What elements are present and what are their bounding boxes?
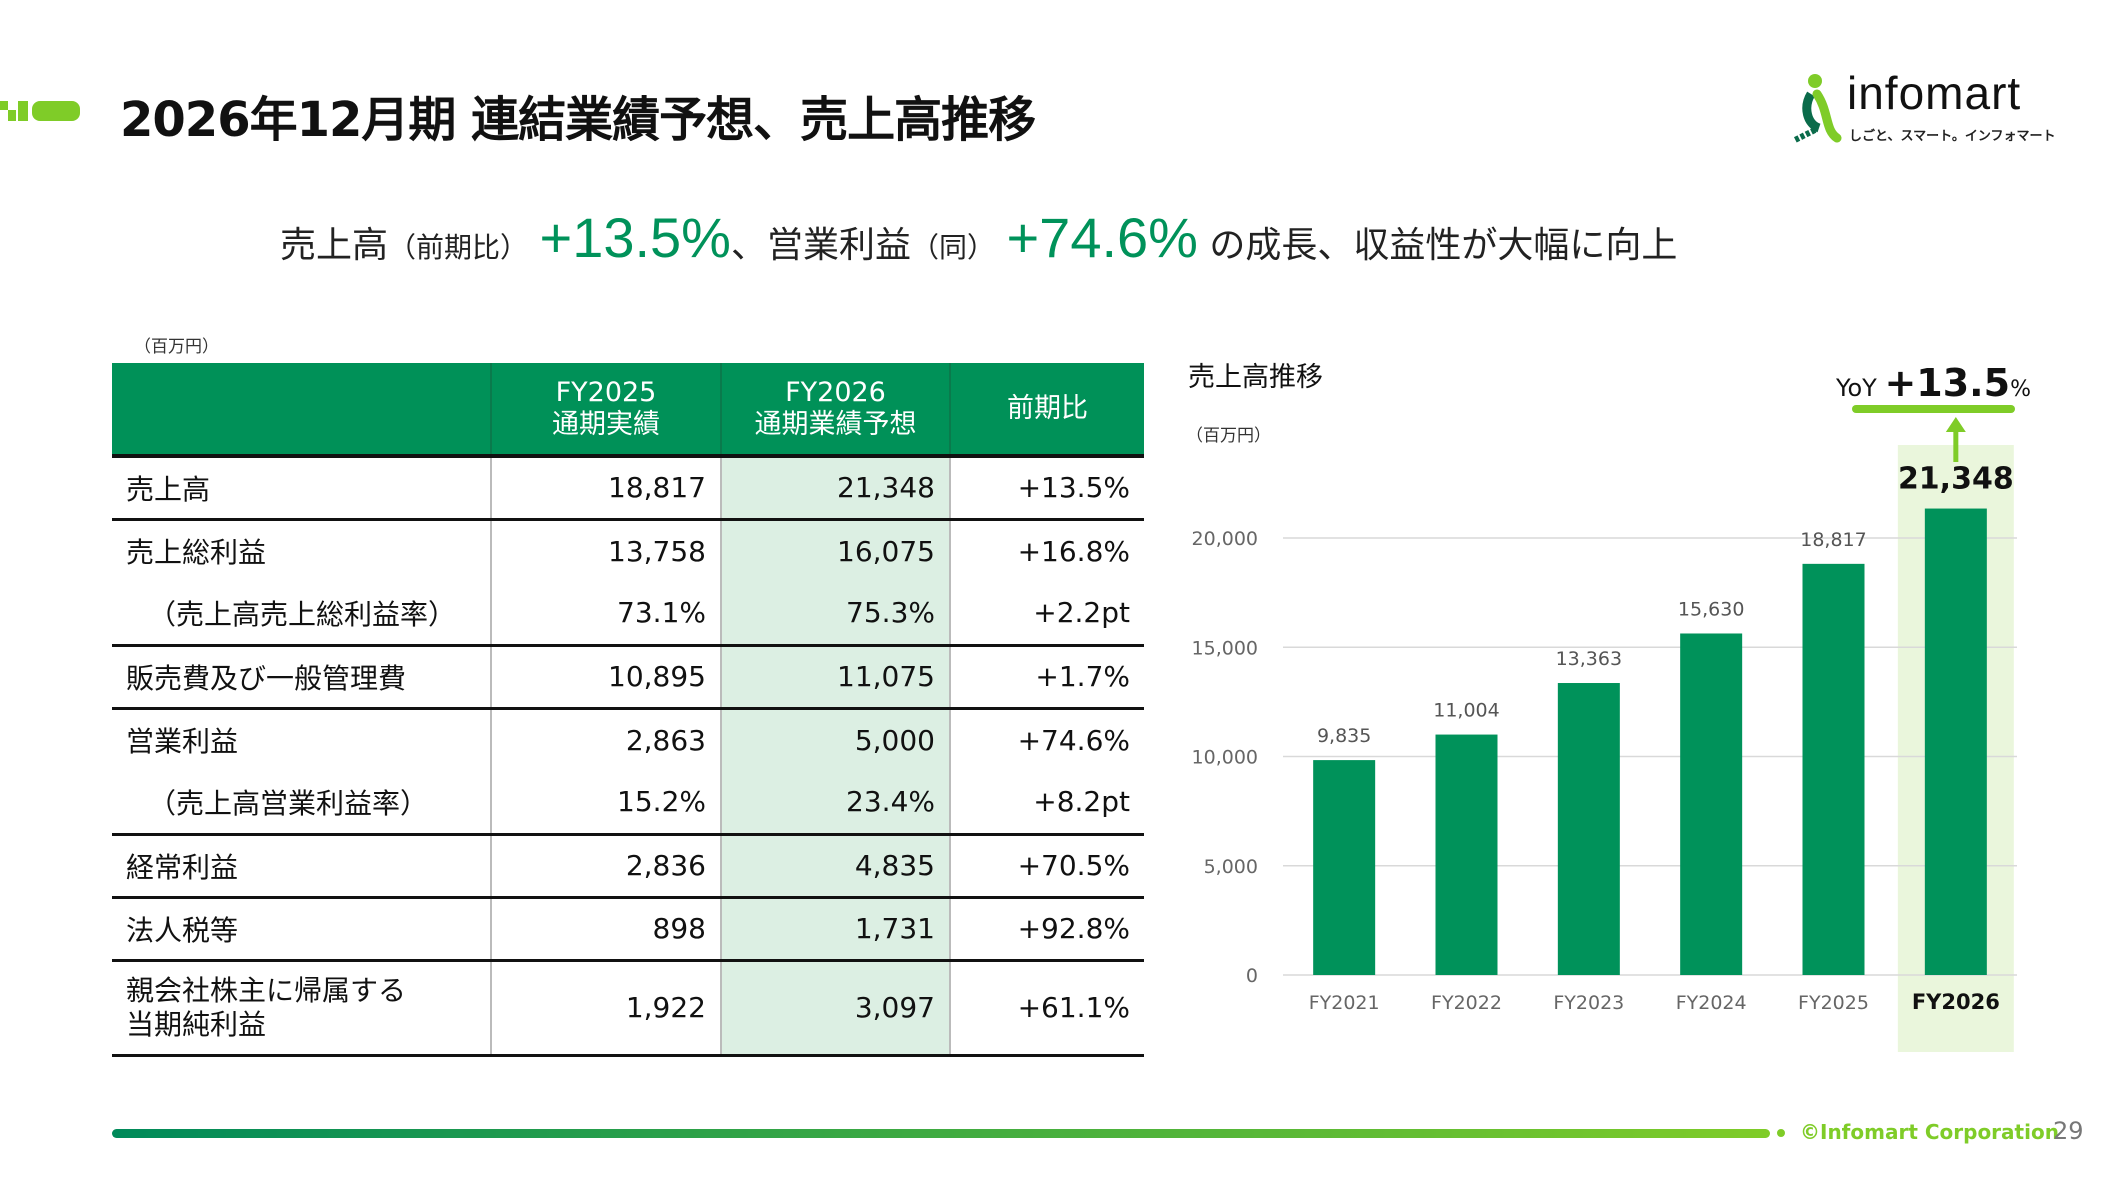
sales-growth-value: +13.5%: [539, 206, 731, 269]
yoy-annotation: YoY +13.5%: [1835, 361, 2031, 405]
headline: 売上高（前期比） +13.5%、営業利益（同） +74.6% の成長、収益性が大…: [280, 205, 1677, 270]
cell-fy2026: 11,075: [720, 645, 950, 710]
table-row: 法人税等 898 1,731 +92.8%: [112, 897, 1144, 962]
cell-fy2026: 21,348: [720, 456, 950, 521]
cell-yoy: +13.5%: [949, 456, 1144, 521]
headline-text: 売上高: [280, 225, 389, 266]
cell-yoy: +92.8%: [949, 897, 1144, 962]
arrow-up-icon: [1945, 417, 1966, 432]
cell-fy2026: 4,835: [720, 834, 950, 899]
bar-FY2023: [1557, 683, 1620, 975]
data-label: 11,004: [1433, 700, 1499, 722]
sales-bar-chart: 0 5,000 10,000 15,000 20,000 9,835 FY2021 11,00…: [1192, 361, 2031, 1052]
forecast-table: FY2025 通期実績 FY2026 通期業績予想 前期比 売上高 18,817 21,…: [112, 363, 1144, 1057]
bar-FY2021: [1313, 760, 1376, 975]
cell-yoy: +2.2pt: [949, 582, 1144, 647]
headline-text: の成長、収益性が大幅に向上: [1209, 225, 1678, 266]
copyright: ©Infomart Corporation: [1800, 1120, 2059, 1144]
y-tick-label: 10,000: [1192, 747, 1258, 769]
table-row: （売上高売上総利益率） 73.1% 75.3% +2.2pt: [112, 582, 1144, 647]
data-label: 13,363: [1556, 648, 1622, 670]
cell-fy2025: 73.1%: [490, 582, 721, 647]
table-row: 営業利益 2,863 5,000 +74.6%: [112, 708, 1144, 771]
data-label: 21,348: [1898, 462, 2014, 497]
table-unit: （百万円）: [134, 337, 219, 357]
y-tick-label: 20,000: [1192, 528, 1258, 550]
table-row: 売上総利益 13,758 16,075 +16.8%: [112, 519, 1144, 582]
footer-line: [112, 1129, 1770, 1138]
cell-fy2026: 75.3%: [720, 582, 950, 647]
data-label: 18,817: [1800, 529, 1866, 551]
table-row: （売上高営業利益率） 15.2% 23.4% +8.2pt: [112, 771, 1144, 836]
bar-FY2022: [1435, 734, 1498, 975]
row-label: 親会社株主に帰属する 当期純利益: [112, 960, 491, 1057]
bar-FY2025: [1802, 563, 1865, 975]
y-tick-label: 0: [1246, 965, 1258, 987]
cell-fy2026: 5,000: [720, 708, 950, 771]
cell-fy2025: 1,922: [490, 960, 721, 1057]
header-blank: [112, 363, 491, 458]
title-marker-icon: [0, 101, 80, 121]
row-label: 営業利益: [126, 725, 239, 759]
header-fy2026: FY2026 通期業績予想: [720, 363, 950, 458]
headline-text: 、営業利益: [730, 225, 911, 266]
x-tick-label: FY2021: [1309, 992, 1380, 1014]
table-row: 販売費及び一般管理費 10,895 11,075 +1.7%: [112, 645, 1144, 710]
x-tick-label: FY2026: [1912, 990, 2000, 1014]
cell-yoy: +74.6%: [949, 708, 1144, 771]
infomart-logo: infomart しごと、スマート。インフォマート: [1785, 67, 2055, 147]
table-row: 売上高 18,817 21,348 +13.5%: [112, 456, 1144, 521]
data-label: 15,630: [1678, 598, 1744, 620]
page-title: 2026年12月期 連結業績予想、売上高推移: [120, 92, 1036, 148]
cell-fy2026: 3,097: [720, 960, 950, 1057]
row-label: 売上高: [112, 456, 491, 521]
cell-fy2025: 13,758: [490, 519, 721, 582]
cell-fy2026: 23.4%: [720, 771, 950, 836]
header-yoy: 前期比: [949, 363, 1144, 458]
cell-fy2025: 18,817: [490, 456, 721, 521]
page-number: 29: [2053, 1117, 2084, 1145]
cell-fy2025: 10,895: [490, 645, 721, 710]
cell-fy2026: 1,731: [720, 897, 950, 962]
y-tick-label: 15,000: [1192, 637, 1258, 659]
row-label: （売上高売上総利益率）: [112, 582, 491, 647]
cell-fy2026: 16,075: [720, 519, 950, 582]
row-label: （売上高営業利益率）: [112, 771, 491, 836]
cell-yoy: +8.2pt: [949, 771, 1144, 836]
logo-tagline: しごと、スマート。インフォマート: [1849, 129, 2056, 144]
data-label: 9,835: [1317, 725, 1371, 747]
cell-yoy: +70.5%: [949, 834, 1144, 899]
cell-fy2025: 2,863: [490, 708, 721, 771]
cell-yoy: +16.8%: [949, 519, 1144, 582]
table-row: 経常利益 2,836 4,835 +70.5%: [112, 834, 1144, 899]
bar-FY2024: [1680, 633, 1743, 975]
row-label: 売上総利益: [126, 536, 267, 570]
row-label: 経常利益: [112, 834, 491, 899]
headline-note: （前期比）: [388, 231, 529, 264]
row-label: 販売費及び一般管理費: [112, 645, 491, 710]
cell-fy2025: 2,836: [490, 834, 721, 899]
logo-wordmark: infomart: [1847, 67, 2022, 119]
cell-fy2025: 15.2%: [490, 771, 721, 836]
cell-fy2025: 898: [490, 897, 721, 962]
chart-title: 売上高推移: [1188, 362, 1323, 393]
table-row: 親会社株主に帰属する 当期純利益 1,922 3,097 +61.1%: [112, 960, 1144, 1057]
row-label: 法人税等: [112, 897, 491, 962]
header-fy2025: FY2025 通期実績: [490, 363, 721, 458]
x-tick-label: FY2023: [1553, 992, 1624, 1014]
infomart-logo-icon: [1793, 74, 1842, 143]
x-tick-label: FY2024: [1676, 992, 1747, 1014]
x-tick-label: FY2022: [1431, 992, 1502, 1014]
chart-unit: （百万円）: [1186, 426, 1271, 446]
y-tick-label: 5,000: [1204, 856, 1258, 878]
cell-yoy: +61.1%: [949, 960, 1144, 1057]
footer-dot: [1777, 1129, 1785, 1137]
op-profit-growth-value: +74.6%: [1006, 206, 1198, 269]
bar-FY2026: [1924, 508, 1987, 975]
headline-note: （同）: [911, 231, 996, 264]
x-tick-label: FY2025: [1798, 992, 1869, 1014]
cell-yoy: +1.7%: [949, 645, 1144, 710]
